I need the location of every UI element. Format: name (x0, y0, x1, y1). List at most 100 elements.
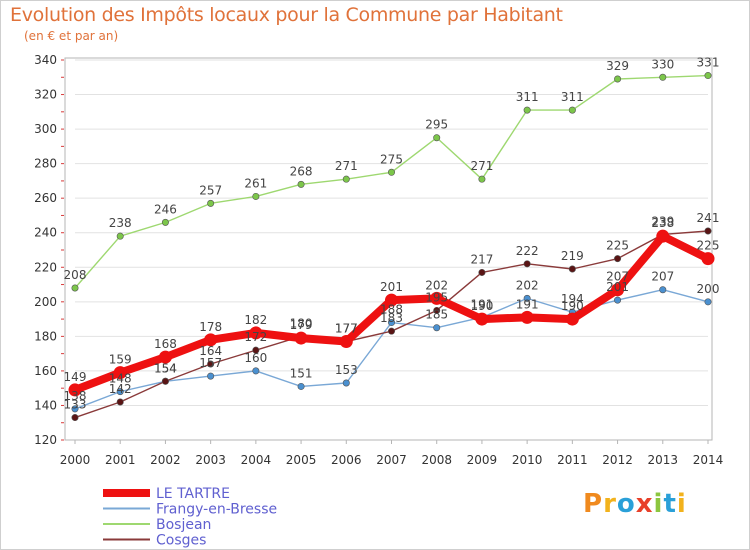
data-point (523, 294, 531, 302)
y-tick-label: 140 (34, 398, 57, 412)
data-point (161, 218, 169, 226)
data-point (433, 324, 441, 332)
data-point (701, 252, 715, 266)
data-label: 185 (425, 308, 448, 322)
data-point (659, 73, 667, 81)
data-point (704, 72, 712, 80)
x-tick-label: 2007 (376, 453, 407, 467)
data-label: 168 (154, 337, 177, 351)
series-le-tartre (68, 229, 715, 397)
data-point (342, 175, 350, 183)
data-point (387, 327, 395, 335)
data-point (68, 383, 82, 397)
data-label: 133 (64, 398, 87, 412)
legend-label: Bosjean (156, 517, 211, 533)
data-point (116, 388, 124, 396)
data-point (475, 312, 489, 326)
data-label: 195 (425, 290, 448, 304)
logo-letter: i (653, 489, 664, 519)
data-label: 219 (561, 249, 584, 263)
data-label: 311 (516, 90, 539, 104)
data-label: 207 (651, 270, 674, 284)
data-label: 217 (470, 252, 493, 266)
data-label: 177 (335, 322, 358, 336)
data-label: 311 (561, 90, 584, 104)
data-label: 191 (470, 297, 493, 311)
data-point (342, 379, 350, 387)
data-point (207, 360, 215, 368)
data-label: 271 (335, 159, 358, 173)
data-label: 202 (516, 278, 539, 292)
data-point (71, 284, 79, 292)
data-label: 201 (380, 280, 403, 294)
data-point (704, 298, 712, 306)
x-tick-label: 2011 (557, 453, 588, 467)
x-tick-label: 2002 (150, 453, 181, 467)
data-label: 180 (290, 316, 313, 330)
data-label: 238 (109, 216, 132, 230)
chart-subtitle: (en € et par an) (24, 29, 119, 43)
y-tick-label: 280 (34, 157, 57, 171)
data-label: 154 (154, 361, 177, 375)
data-label: 330 (651, 57, 674, 71)
data-point (614, 75, 622, 83)
data-point (523, 106, 531, 114)
data-label: 182 (244, 313, 267, 327)
data-label: 157 (199, 356, 222, 370)
data-point (158, 350, 172, 364)
data-point (433, 134, 441, 142)
logo-letter: P (583, 489, 604, 519)
y-tick-label: 240 (34, 226, 57, 240)
data-label: 246 (154, 202, 177, 216)
data-point (116, 232, 124, 240)
x-tick-label: 2001 (105, 453, 136, 467)
data-label: 148 (109, 372, 132, 386)
x-tick-label: 2012 (602, 453, 633, 467)
legend-label: LE TARTRE (156, 486, 230, 502)
data-label: 172 (244, 330, 267, 344)
data-label: 331 (697, 56, 720, 70)
legend-label: Frangy-en-Bresse (156, 502, 277, 518)
data-label: 149 (64, 370, 87, 384)
x-tick-label: 2000 (60, 453, 91, 467)
data-point (294, 331, 308, 345)
data-label: 183 (380, 311, 403, 325)
data-label: 275 (380, 152, 403, 166)
data-label: 201 (606, 280, 629, 294)
x-tick-label: 2010 (512, 453, 543, 467)
data-label: 295 (425, 118, 448, 132)
data-point (520, 310, 534, 324)
x-tick-label: 2003 (195, 453, 226, 467)
data-labels: 208 238 246 257 261 268 271 275 295 271 311 311 329 3… (64, 56, 720, 412)
y-tick-label: 340 (34, 53, 57, 67)
data-label: 159 (109, 353, 132, 367)
data-label: 257 (199, 183, 222, 197)
data-point (339, 335, 353, 349)
data-point (207, 372, 215, 380)
y-tick-label: 200 (34, 295, 57, 309)
data-point (611, 283, 625, 297)
logo-letter: r (603, 489, 617, 519)
series-bosjean (71, 72, 712, 292)
data-point (113, 366, 127, 380)
legend-item: Cosges (103, 533, 206, 549)
data-label: 160 (244, 351, 267, 365)
data-label: 225 (606, 239, 629, 253)
logo-letter: t (663, 489, 677, 519)
y-tick-label: 180 (34, 329, 57, 343)
data-label: 241 (697, 211, 720, 225)
legend-label: Cosges (156, 533, 206, 549)
data-label: 268 (290, 164, 313, 178)
data-point (704, 227, 712, 235)
data-point (478, 268, 486, 276)
data-point (207, 199, 215, 207)
data-point (161, 377, 169, 385)
data-point (656, 229, 670, 243)
data-label: 222 (516, 244, 539, 258)
data-point (297, 180, 305, 188)
y-tick-label: 260 (34, 191, 57, 205)
legend-item: Bosjean (103, 517, 211, 533)
data-label: 154 (154, 361, 177, 375)
x-tick-label: 2004 (241, 453, 272, 467)
